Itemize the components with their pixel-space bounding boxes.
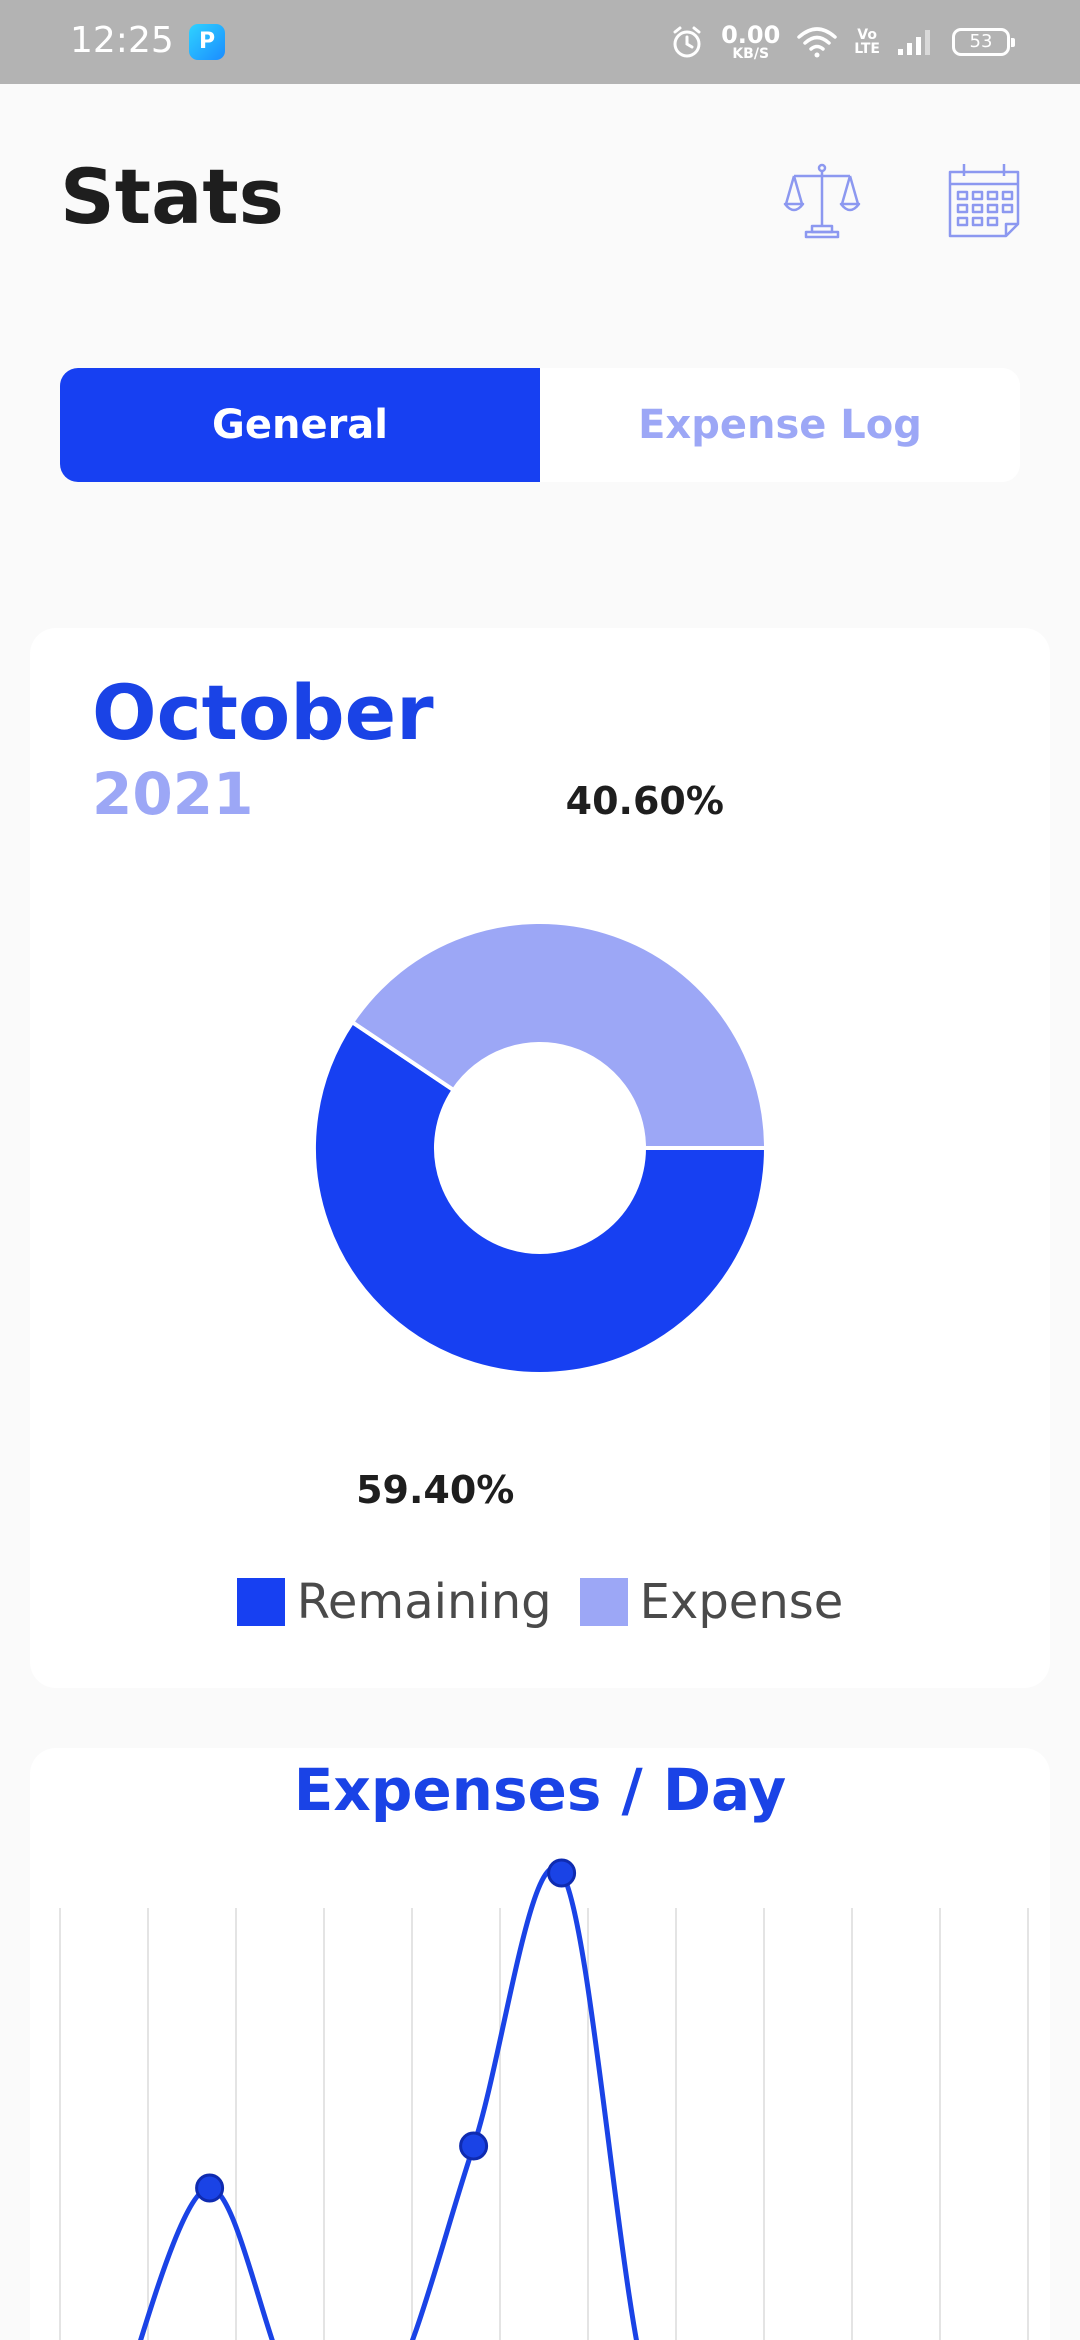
data-point[interactable]	[195, 2173, 225, 2203]
network-speed: 0.00 KB/S	[721, 21, 781, 62]
wifi-icon	[797, 27, 838, 58]
data-point[interactable]	[547, 1858, 577, 1888]
volte-indicator: Vo LTE	[854, 27, 880, 57]
view-tabs: General Expense Log	[60, 368, 1020, 482]
tab-general[interactable]: General	[60, 368, 540, 482]
legend-item-remaining: Remaining	[236, 1574, 552, 1630]
line-chart	[59, 1858, 1029, 2340]
donut-label-remaining: 59.40%	[356, 1468, 514, 1512]
status-time: 12:25	[70, 20, 174, 61]
legend-swatch-expense	[579, 1578, 628, 1626]
status-bar: 12:25 P 0.00 KB/S Vo LTE	[0, 0, 1080, 84]
alarm-icon	[673, 26, 701, 58]
year-label: 2021	[92, 760, 254, 828]
battery-indicator: 53	[952, 28, 1015, 56]
line-chart-title: Expenses / Day	[293, 1756, 787, 1824]
chart-legend: Remaining Expense	[30, 1574, 1050, 1630]
tab-expense-log[interactable]: Expense Log	[540, 368, 1020, 482]
data-point[interactable]	[459, 2131, 489, 2161]
donut-chart: 59.40% 40.60%	[312, 779, 769, 1512]
expenses-per-day-card: Expenses / Day	[30, 1748, 1050, 2340]
donut-slice-expense	[349, 920, 769, 1150]
donut-slice-remaining	[312, 1019, 769, 1376]
legend-swatch-remaining	[236, 1578, 285, 1626]
app-notification-icon: P	[189, 24, 225, 60]
legend-item-expense: Expense	[579, 1574, 844, 1630]
balance-scale-icon[interactable]	[782, 160, 862, 240]
legend-label-expense: Expense	[639, 1574, 844, 1630]
series-line	[138, 1865, 639, 2340]
month-summary-card: 59.40% 40.60% October 2021 Remaining Expe…	[30, 628, 1050, 1688]
page-title: Stats	[60, 152, 284, 241]
legend-label-remaining: Remaining	[296, 1574, 552, 1630]
donut-label-expense: 40.60%	[566, 779, 724, 823]
status-icons: 0.00 KB/S Vo LTE 53	[669, 18, 1015, 66]
month-label: October	[92, 668, 434, 757]
signal-icon	[898, 30, 930, 55]
calendar-icon[interactable]	[944, 160, 1024, 240]
